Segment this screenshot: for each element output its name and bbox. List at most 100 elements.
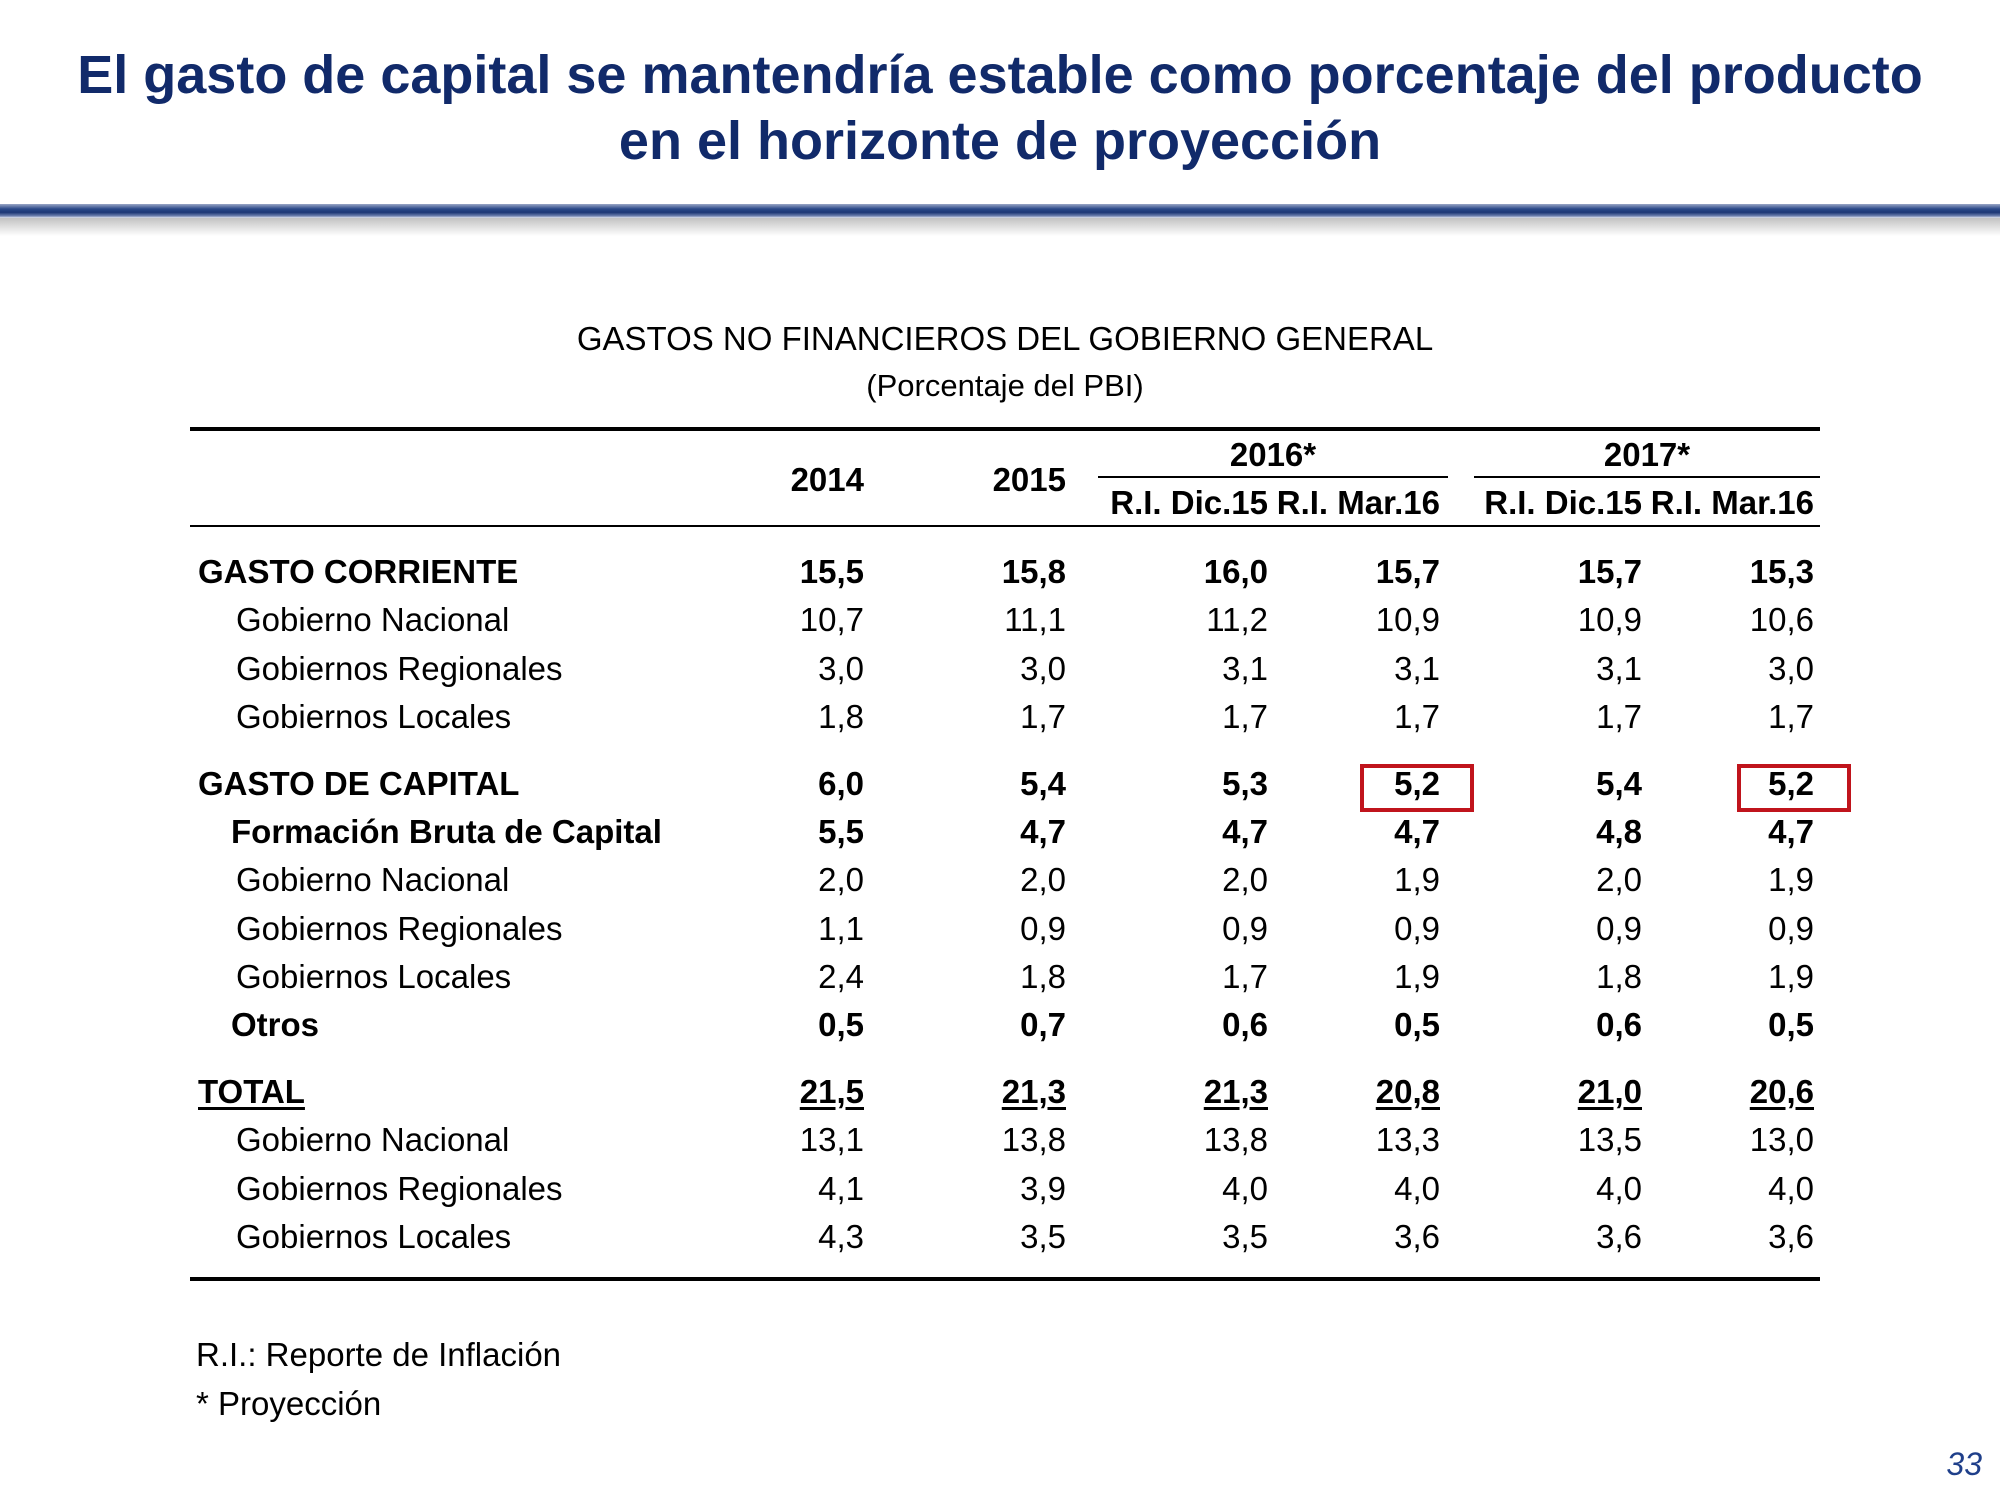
row-label: GASTO CORRIENTE <box>198 553 519 590</box>
table-cell: 21,3 <box>1001 1073 1066 1110</box>
table-cell: 1,7 <box>1222 958 1268 995</box>
table-cell: 0,6 <box>1222 1006 1268 1043</box>
row-label: Gobiernos Locales <box>236 1218 512 1255</box>
table-cell: 1,7 <box>1222 698 1268 735</box>
row-label: Otros <box>231 1006 320 1043</box>
table-cell: 0,5 <box>1768 1006 1814 1043</box>
table-cell: 5,2 <box>1394 765 1440 802</box>
table-cell: 10,9 <box>1375 601 1440 638</box>
table-cell: 0,5 <box>818 1006 864 1043</box>
table-cell: 13,3 <box>1375 1121 1440 1158</box>
table-cell: 10,6 <box>1749 601 1814 638</box>
table-cell: 0,9 <box>1596 910 1642 947</box>
table-cell: 0,6 <box>1596 1006 1642 1043</box>
header-2017: 2017* <box>1603 436 1691 473</box>
table-cell: 4,3 <box>818 1218 864 1255</box>
table-cell: 0,9 <box>1394 910 1440 947</box>
table-top-rule <box>190 427 1820 431</box>
table-cell: 13,0 <box>1749 1121 1814 1158</box>
table-cell: 3,5 <box>1020 1218 1066 1255</box>
table-cell: 1,8 <box>1020 958 1066 995</box>
header-sub-4: R.I. Mar.16 <box>1650 484 1814 521</box>
table-subtitle: (Porcentaje del PBI) <box>866 368 1144 403</box>
table-cell: 4,7 <box>1394 813 1440 850</box>
table-cell: 5,3 <box>1222 765 1268 802</box>
table-cell: 1,7 <box>1020 698 1066 735</box>
row-label: Gobiernos Regionales <box>236 910 563 947</box>
table-cell: 0,9 <box>1768 910 1814 947</box>
table-cell: 11,1 <box>1004 601 1066 638</box>
table-cell: 1,1 <box>818 910 864 947</box>
table-cell: 15,3 <box>1749 553 1814 590</box>
table-cell: 21,5 <box>799 1073 864 1110</box>
table-cell: 20,6 <box>1749 1073 1814 1110</box>
table-bottom-rule <box>190 1277 1820 1281</box>
table-cell: 3,5 <box>1222 1218 1268 1255</box>
header-2014: 2014 <box>790 461 864 498</box>
table-cell: 15,5 <box>799 553 864 590</box>
table-cell: 0,5 <box>1394 1006 1440 1043</box>
table-cell: 3,1 <box>1596 650 1642 687</box>
header-2016: 2016* <box>1229 436 1317 473</box>
table-cell: 2,0 <box>1020 861 1066 898</box>
table-cell: 0,7 <box>1020 1006 1066 1043</box>
table-cell: 13,8 <box>1203 1121 1268 1158</box>
row-label: Gobierno Nacional <box>236 861 510 898</box>
table-cell: 21,3 <box>1203 1073 1268 1110</box>
table-cell: 15,7 <box>1577 553 1642 590</box>
table-cell: 0,9 <box>1222 910 1268 947</box>
row-label: Formación Bruta de Capital <box>231 813 662 850</box>
table-cell: 4,7 <box>1020 813 1066 850</box>
table-cell: 21,0 <box>1577 1073 1642 1110</box>
table-cell: 6,0 <box>818 765 864 802</box>
table-cell: 16,0 <box>1203 553 1268 590</box>
table-cell: 3,1 <box>1222 650 1268 687</box>
table-cell: 2,4 <box>818 958 864 995</box>
table-cell: 3,0 <box>1020 650 1066 687</box>
slide-title-line-1: El gasto de capital se mantendría establ… <box>77 45 1923 105</box>
header-sub-3: R.I. Dic.15 <box>1484 484 1642 521</box>
table-cell: 5,5 <box>818 813 864 850</box>
table-cell: 3,6 <box>1768 1218 1814 1255</box>
highlight-box-2016 <box>1360 764 1474 812</box>
table-cell: 2,0 <box>1596 861 1642 898</box>
slide-title: El gasto de capital se mantendría establ… <box>0 42 2000 174</box>
table-cell: 4,0 <box>1394 1170 1440 1207</box>
header-bottom-rule <box>190 525 1820 527</box>
table-cell: 1,8 <box>818 698 864 735</box>
table-cell: 1,7 <box>1596 698 1642 735</box>
table-cell: 3,6 <box>1596 1218 1642 1255</box>
table-cell: 13,5 <box>1577 1121 1642 1158</box>
table-cell: 4,1 <box>818 1170 864 1207</box>
footnote-ri: R.I.: Reporte de Inflación <box>196 1336 562 1373</box>
table-cell: 3,0 <box>1768 650 1814 687</box>
table-cell: 1,7 <box>1394 698 1440 735</box>
title-rule-shadow <box>0 218 2000 236</box>
row-label: TOTAL <box>198 1073 305 1110</box>
highlight-box-2017 <box>1737 764 1851 812</box>
table-cell: 11,2 <box>1206 601 1268 638</box>
table-cell: 2,0 <box>1222 861 1268 898</box>
table-cell: 13,1 <box>799 1121 864 1158</box>
header-sub-2: R.I. Mar.16 <box>1276 484 1440 521</box>
table-cell: 1,9 <box>1768 958 1814 995</box>
table-cell: 1,9 <box>1394 958 1440 995</box>
row-label: Gobiernos Regionales <box>236 1170 563 1207</box>
table-title: GASTOS NO FINANCIEROS DEL GOBIERNO GENER… <box>576 320 1434 357</box>
header-rule-2016 <box>1098 476 1448 478</box>
table-cell: 10,7 <box>799 601 864 638</box>
table-cell: 15,7 <box>1375 553 1440 590</box>
table-cell: 4,0 <box>1596 1170 1642 1207</box>
row-label: Gobiernos Locales <box>236 698 512 735</box>
table-cell: 20,8 <box>1375 1073 1440 1110</box>
table-cell: 1,9 <box>1768 861 1814 898</box>
row-label: Gobiernos Locales <box>236 958 512 995</box>
row-label: Gobierno Nacional <box>236 601 510 638</box>
table-cell: 13,8 <box>1001 1121 1066 1158</box>
page-number: 33 <box>1946 1446 1982 1482</box>
table-cell: 4,8 <box>1596 813 1642 850</box>
row-label: GASTO DE CAPITAL <box>198 765 520 802</box>
table-cell: 0,9 <box>1020 910 1066 947</box>
table-cell: 4,0 <box>1222 1170 1268 1207</box>
table-cell: 3,1 <box>1394 650 1440 687</box>
